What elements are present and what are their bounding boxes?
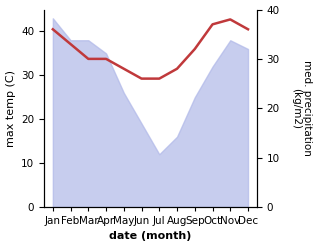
- Y-axis label: max temp (C): max temp (C): [5, 70, 16, 147]
- Y-axis label: med. precipitation
(kg/m2): med. precipitation (kg/m2): [291, 60, 313, 156]
- X-axis label: date (month): date (month): [109, 231, 192, 242]
